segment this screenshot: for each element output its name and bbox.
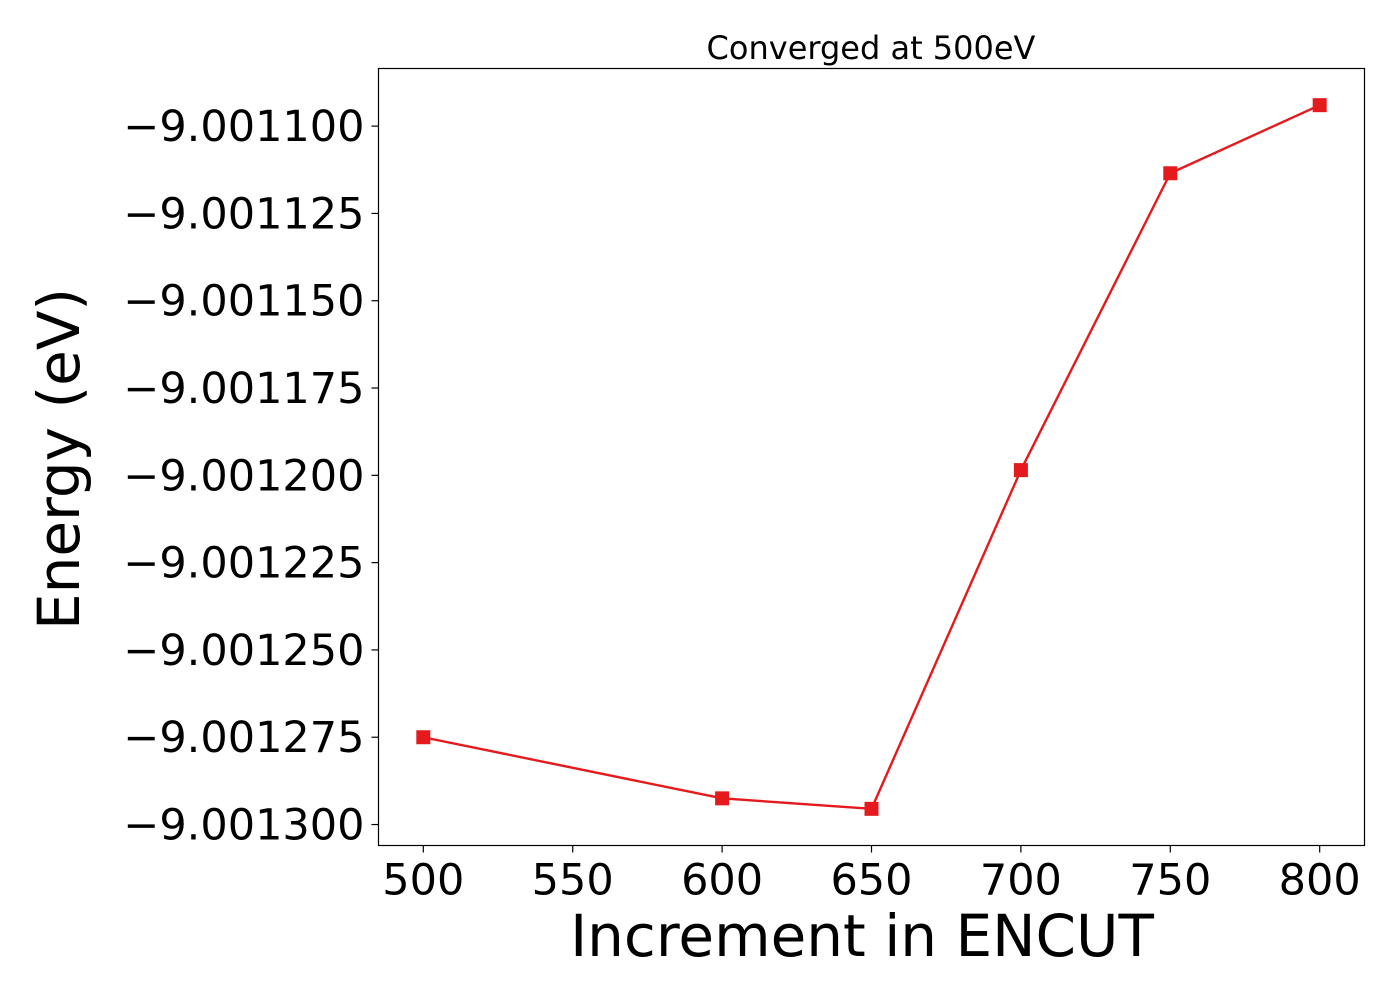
y-tick-label: −9.001200 <box>123 451 364 501</box>
y-tick-label: −9.001125 <box>123 189 364 239</box>
x-tick-label: 800 <box>1279 856 1361 906</box>
x-tick-label: 650 <box>830 856 912 906</box>
series-line <box>423 104 1321 811</box>
x-axis-title: Increment in ENCUT <box>570 902 1154 970</box>
plot-area-frame <box>377 67 1366 847</box>
x-tick-label: 500 <box>382 856 464 906</box>
y-tick-label: −9.001225 <box>123 539 364 589</box>
chart-title: Converged at 500eV <box>707 29 1036 67</box>
y-tick-label: −9.001100 <box>123 102 364 152</box>
x-axis: 500 550 600 650 700 750 800 <box>382 845 1361 906</box>
x-tick-label: 550 <box>532 856 614 906</box>
x-tick-label: 700 <box>980 856 1062 906</box>
data-point-marker <box>715 791 730 806</box>
data-point-marker <box>864 801 879 816</box>
data-point-marker <box>1312 98 1327 113</box>
y-axis: −9.001100 −9.001125 −9.001150 −9.001175 −9.0… <box>123 102 379 851</box>
data-point-marker <box>1163 166 1178 181</box>
y-tick-label: −9.001250 <box>123 626 364 676</box>
y-axis-title: Energy (eV) <box>25 288 93 630</box>
series-layer <box>416 98 1327 816</box>
y-tick-label: −9.001300 <box>123 801 364 851</box>
x-tick-label: 600 <box>681 856 763 906</box>
x-tick-label: 750 <box>1129 856 1211 906</box>
y-tick-label: −9.001150 <box>123 277 364 327</box>
data-point-marker <box>416 730 431 745</box>
data-point-marker <box>1013 463 1028 478</box>
y-tick-label: −9.001175 <box>123 364 364 414</box>
y-tick-label: −9.001275 <box>123 713 364 763</box>
